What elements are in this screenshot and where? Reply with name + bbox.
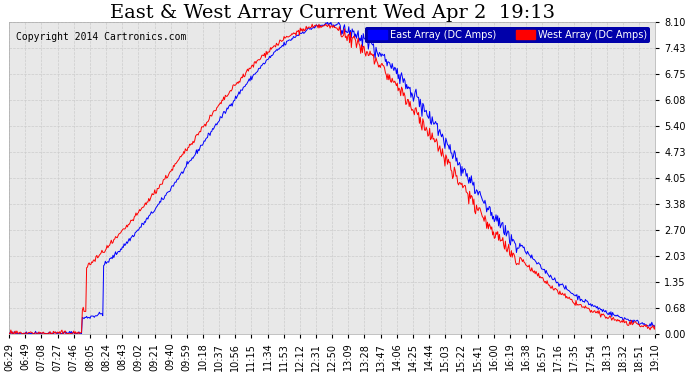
Legend: East Array (DC Amps), West Array (DC Amps): East Array (DC Amps), West Array (DC Amp… (365, 27, 650, 43)
Text: Copyright 2014 Cartronics.com: Copyright 2014 Cartronics.com (16, 32, 186, 42)
Title: East & West Array Current Wed Apr 2  19:13: East & West Array Current Wed Apr 2 19:1… (110, 4, 555, 22)
